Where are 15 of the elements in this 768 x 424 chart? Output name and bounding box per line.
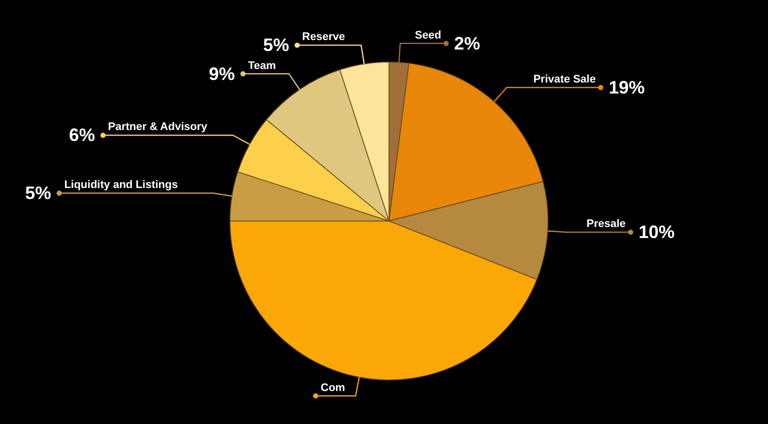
- slice-label: Private Sale: [533, 73, 596, 86]
- slice-label: Presale: [586, 218, 626, 230]
- data-label: 2%: [454, 33, 480, 54]
- slice-label: Seed: [414, 29, 442, 42]
- slice-label: Reserve: [302, 31, 345, 44]
- data-label: 5%: [263, 35, 290, 56]
- data-label: 9%: [208, 64, 235, 84]
- data-label: 5%: [25, 183, 52, 204]
- slice-label: Liquidity and Listings: [64, 179, 178, 192]
- data-label: 10%: [638, 222, 675, 242]
- slice-label: Com: [320, 382, 346, 394]
- slice-label: Team: [248, 60, 276, 72]
- data-label: 6%: [69, 125, 96, 146]
- slice-label: Partner & Advisory: [108, 121, 208, 134]
- data-label: 19%: [608, 77, 645, 98]
